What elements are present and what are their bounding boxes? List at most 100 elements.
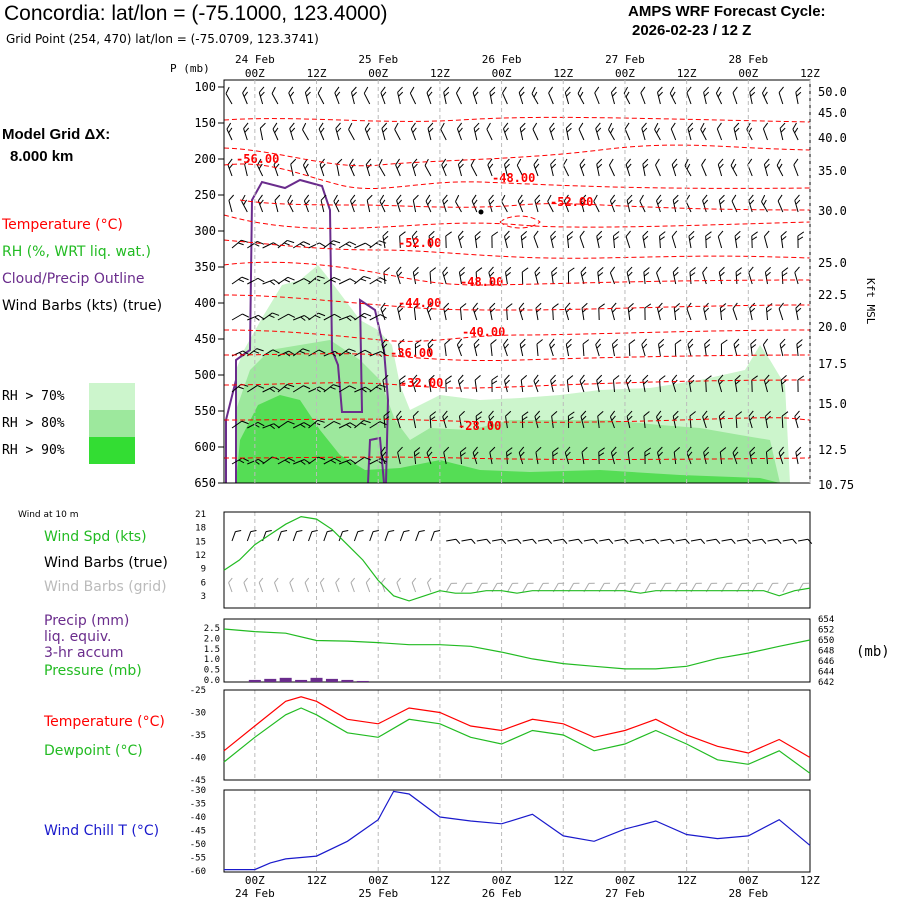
wind-barb [292, 348, 310, 357]
wind-barb [247, 277, 265, 285]
axis-tick-label: 0.5 [204, 666, 220, 676]
contour-2 [223, 144, 811, 167]
legend-wind-speed: Wind Spd (kts) [44, 529, 147, 545]
contour-8 [223, 294, 811, 311]
wind-barb [369, 421, 387, 429]
axis-tick-label: 646 [818, 657, 834, 667]
wind-barb [795, 86, 802, 105]
wind-barb [610, 86, 617, 105]
wind-barb [534, 266, 541, 285]
axis-tick-label: 1.5 [204, 645, 220, 655]
wind-barb [641, 122, 648, 141]
wind-barb [354, 456, 372, 465]
surface-wind-barbs [228, 530, 813, 593]
wind-barb [688, 374, 695, 393]
wind-barb [426, 446, 433, 465]
surface-wind-barb [568, 538, 583, 544]
wind-barb [550, 158, 557, 177]
wind-barb [228, 194, 235, 213]
wind-barb [473, 122, 480, 141]
wind-barb [354, 386, 372, 393]
wind-barb [609, 410, 616, 429]
wind-barb [763, 158, 770, 177]
wind-barb [231, 420, 249, 429]
wind-barb [672, 194, 679, 213]
wind-barb [732, 86, 738, 105]
wind-barb [533, 230, 539, 249]
wind-barb [531, 86, 539, 105]
wind-barb [338, 278, 357, 285]
wind-barb [338, 422, 357, 429]
dewpoint-line [223, 707, 811, 774]
surface-wind-barb [507, 538, 522, 544]
wind-barb [781, 411, 789, 429]
wind-barb [336, 158, 343, 177]
legend-precip-liq: liq. equiv. [44, 629, 112, 645]
wind-barb [289, 122, 296, 141]
axis-tick-label: 3 [201, 592, 206, 602]
height-tick-label: 12.5 [818, 443, 847, 457]
wind-barb [397, 446, 403, 465]
wind-barb [519, 122, 526, 141]
legend-rh80-label: RH > 80% [2, 416, 65, 431]
wind-barb [535, 446, 542, 465]
surface-wind-barb [292, 530, 303, 542]
pressure-tick-label: 350 [194, 260, 216, 274]
wind-barb [686, 302, 692, 321]
surface-wind-barb [660, 538, 675, 544]
wind-barb [338, 385, 357, 393]
axis-tick-label: -45 [190, 827, 206, 837]
wind-barb [550, 230, 557, 249]
wind-barb [394, 122, 401, 141]
time-tick-label: 12Z [553, 874, 573, 887]
height-tick-label: 45.0 [818, 106, 847, 120]
grid-wind-barb [427, 577, 432, 593]
wind-barb [521, 267, 529, 285]
wind-barb [564, 446, 571, 465]
grid-wind-barb [767, 582, 779, 593]
height-tick-label: 10.75 [818, 478, 854, 492]
wind-barb [225, 86, 233, 105]
wind-barb [702, 194, 709, 213]
surface-wind-barb [629, 538, 644, 544]
wind-barb [612, 375, 620, 393]
axis-tick-label: 6 [201, 578, 206, 588]
axis-tick-label: -50 [190, 840, 206, 850]
wind-barb [334, 86, 341, 105]
wind-barb [490, 339, 497, 357]
wind-10m-label: Wind at 10 m [18, 510, 79, 520]
axis-tick-label: -30 [190, 786, 206, 796]
wind-barb [411, 230, 418, 249]
grid-wind-barb [552, 582, 565, 593]
wind-barb [704, 338, 711, 357]
surface-wind-barb [308, 530, 318, 542]
wind-barb [608, 122, 615, 141]
contour-9 [223, 329, 811, 342]
wind-barb [551, 266, 558, 285]
wind-barb [503, 122, 509, 141]
wind-barb [796, 339, 803, 357]
wind-barb [643, 267, 650, 285]
wind-barb [488, 266, 495, 285]
rh-shading [236, 265, 790, 483]
date-label: 24 Feb [235, 887, 275, 900]
wind-barb [354, 275, 371, 285]
wind-barb [520, 231, 528, 249]
wind-barb [642, 158, 649, 177]
wind-barb [318, 122, 325, 141]
wind-barb [277, 350, 296, 357]
pressure-line [223, 628, 811, 670]
wind-barb [705, 231, 712, 249]
wind-barb [748, 266, 754, 285]
grid-wind-barb [537, 582, 549, 593]
wind-barb [380, 86, 387, 105]
wind-barb [671, 374, 678, 393]
surface-wind-barb [798, 538, 813, 544]
wind-barb [594, 86, 600, 105]
precip-bar [248, 679, 261, 682]
wind-barb [595, 122, 602, 141]
surface-wind-barb [706, 538, 721, 544]
wind-barb [489, 446, 496, 465]
wind-barb [640, 86, 646, 105]
wind-barb [397, 86, 404, 105]
